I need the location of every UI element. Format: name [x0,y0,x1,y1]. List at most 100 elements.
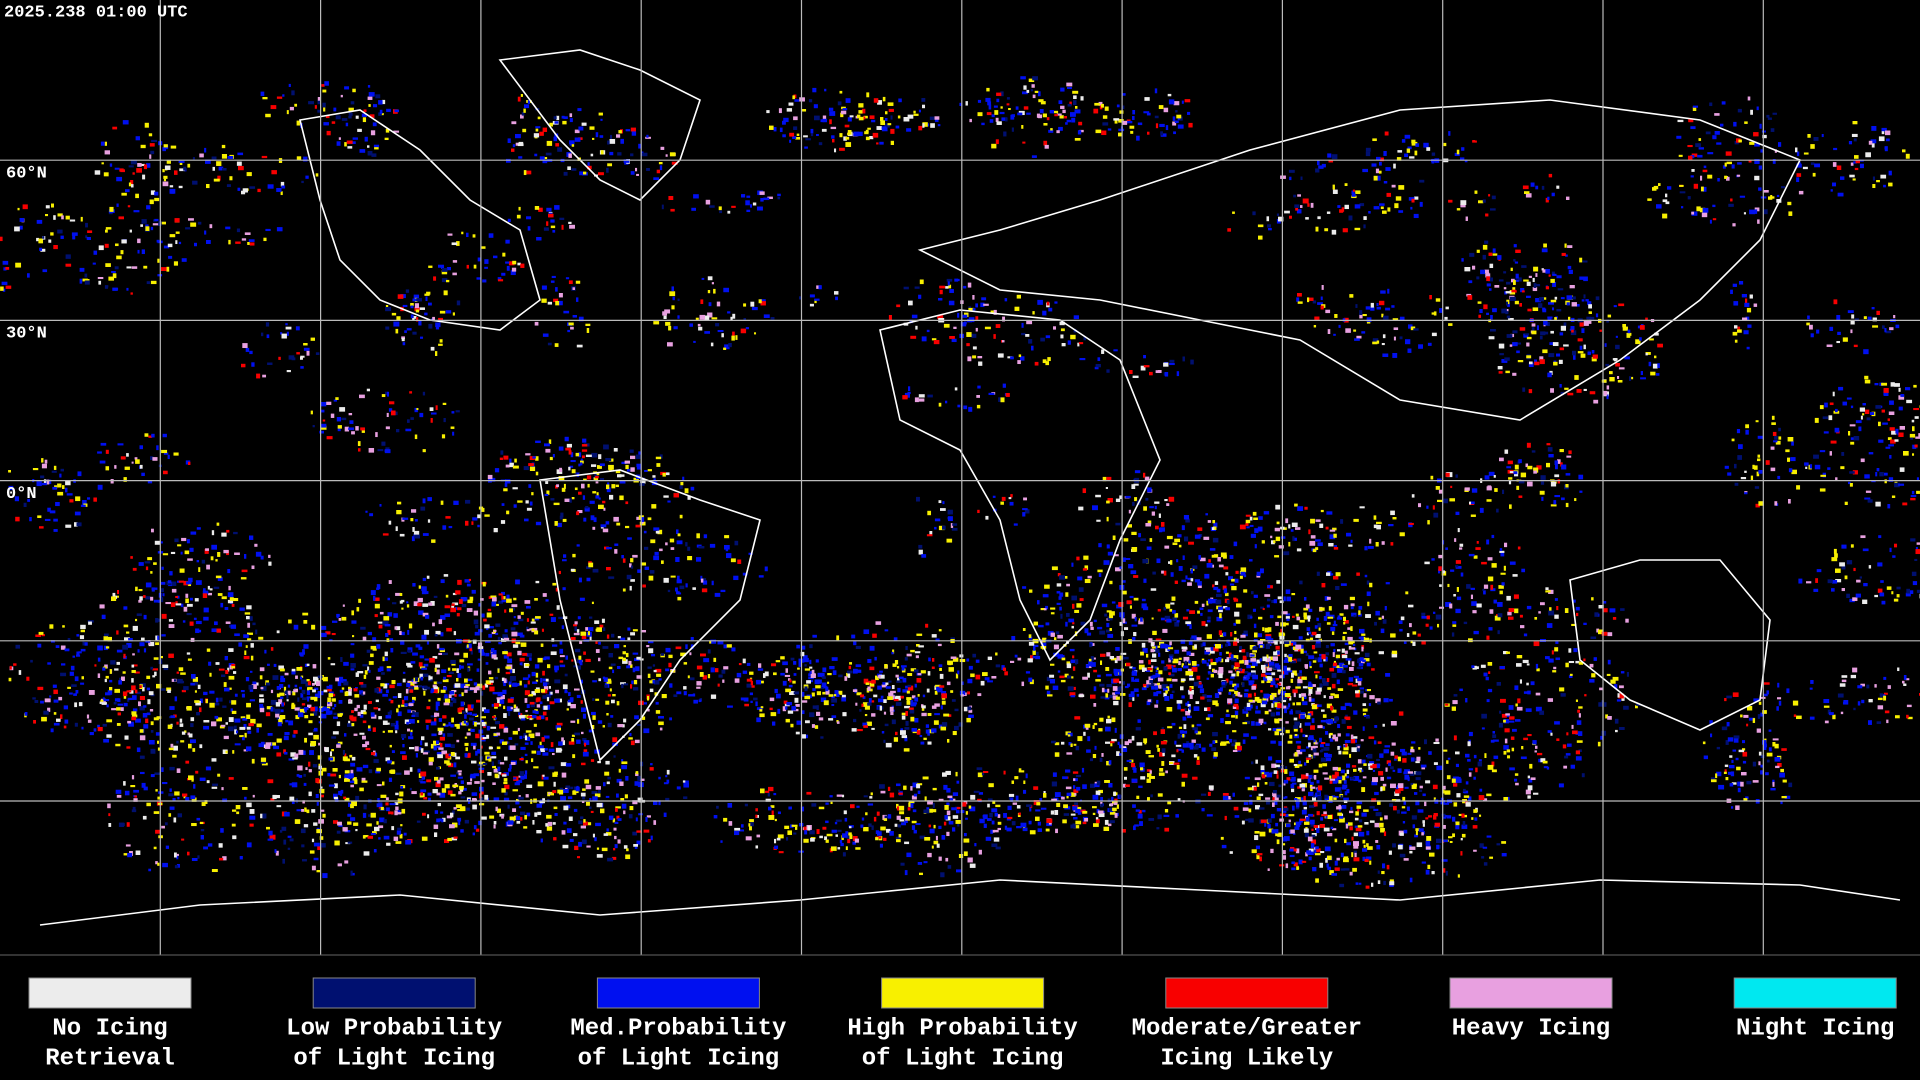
icing-pixel [1786,688,1790,694]
icing-pixel [348,686,351,690]
icing-pixel [1446,815,1452,819]
icing-pixel [1446,760,1449,764]
icing-pixel [1066,752,1073,755]
icing-pixel [585,627,589,631]
icing-pixel [211,628,217,633]
icing-pixel [1320,757,1327,762]
icing-pixel [1107,715,1110,719]
icing-pixel [288,720,294,726]
icing-pixel [560,796,567,802]
icing-pixel [623,645,627,648]
icing-pixel [658,800,661,806]
icing-pixel [1492,734,1497,738]
icing-pixel [1334,694,1339,699]
icing-pixel [439,649,445,652]
icing-pixel [760,706,764,709]
icing-pixel [1508,705,1514,710]
icing-pixel [1186,609,1190,612]
icing-pixel [896,806,899,811]
icing-pixel [1414,771,1417,775]
icing-pixel [1506,749,1511,753]
icing-pixel [446,675,452,678]
icing-pixel [1437,623,1440,628]
icing-pixel [687,675,690,679]
icing-pixel [280,709,284,713]
icing-pixel [438,747,444,750]
icing-pixel [1382,723,1385,727]
icing-pixel [1172,667,1177,673]
icing-pixel [148,868,152,872]
icing-pixel [1577,709,1580,713]
icing-pixel [721,669,726,674]
icing-pixel [520,746,526,751]
icing-pixel [611,856,617,860]
icing-pixel [1165,644,1171,649]
icing-pixel [980,680,985,686]
icing-pixel [102,723,107,727]
icing-pixel [1323,746,1330,751]
icing-pixel [896,839,901,843]
icing-pixel [151,587,155,592]
icing-pixel [1335,654,1341,659]
icing-pixel [939,685,945,688]
icing-pixel [211,758,217,762]
icing-pixel [1251,685,1256,690]
icing-pixel [507,698,514,703]
icing-pixel [450,744,455,749]
icing-pixel [497,759,501,765]
icing-pixel [124,735,129,740]
icing-pixel [400,751,406,755]
icing-pixel [955,771,958,777]
icing-pixel [510,707,514,710]
icing-pixel [601,847,608,852]
icing-pixel [194,681,198,686]
icing-pixel [224,656,229,661]
icing-pixel [1170,560,1173,565]
icing-pixel [647,696,650,701]
icing-pixel [1070,824,1076,829]
icing-pixel [147,699,151,705]
icing-pixel [1232,655,1239,660]
icing-pixel [1810,680,1814,684]
icing-pixel [1066,661,1071,665]
icing-pixel [1072,804,1079,808]
icing-pixel [887,786,891,792]
icing-pixel [684,780,689,786]
icing-pixel [1463,621,1468,625]
icing-pixel [188,775,194,780]
icing-pixel [897,824,901,828]
icing-pixel [1315,848,1321,853]
icing-pixel [1075,774,1082,778]
icing-pixel [174,791,180,796]
icing-pixel [420,748,424,753]
icing-pixel [199,698,203,704]
icing-pixel [344,774,349,779]
icing-pixel [168,653,174,658]
icing-pixel [103,636,109,641]
icing-pixel [500,695,505,700]
icing-pixel [844,817,848,822]
icing-pixel [1294,734,1298,737]
icing-pixel [123,606,128,610]
icing-pixel [404,696,409,701]
icing-pixel [1398,620,1403,624]
icing-pixel [293,730,298,734]
icing-pixel [1763,693,1768,697]
icing-pixel [1252,608,1256,612]
icing-pixel [916,678,922,683]
icing-pixel [231,700,237,705]
icing-pixel [1499,548,1503,551]
icing-pixel [1560,693,1566,697]
icing-pixel [1315,634,1321,638]
icing-pixel [535,732,541,737]
icing-pixel [456,723,460,729]
icing-pixel [1479,814,1482,817]
icing-pixel [1306,632,1309,636]
icing-pixel [1573,648,1578,653]
icing-pixel [1517,698,1521,704]
icing-pixel [416,820,421,823]
icing-pixel [385,683,390,686]
icing-pixel [125,844,131,847]
icing-pixel [491,751,497,756]
icing-pixel [1186,741,1189,744]
